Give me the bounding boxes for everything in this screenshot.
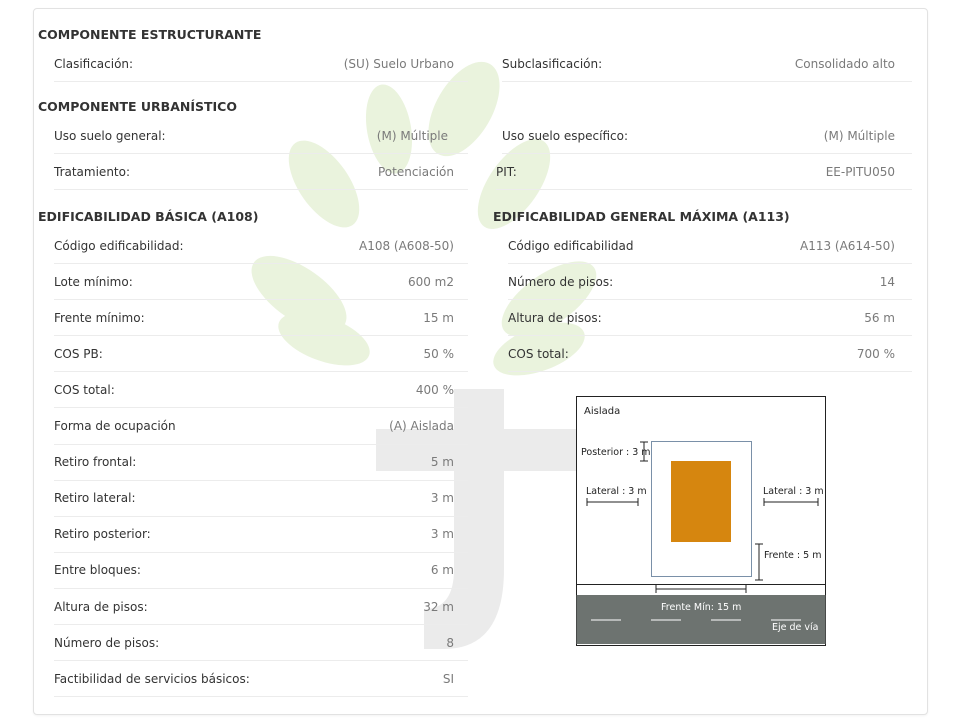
basica-row: Factibilidad de servicios básicos: SI <box>54 661 468 698</box>
basica-row: Lote mínimo: 600 m2 <box>54 264 468 301</box>
row-tratamiento: Tratamiento: Potenciación <box>54 154 468 190</box>
basica-row: COS total: 400 % <box>54 372 468 409</box>
section-title-edificabilidad-basica: EDIFICABILIDAD BÁSICA (A108) <box>38 209 259 224</box>
setback-diagram: Aislada Posterior : 3 m Lateral : 3 m La… <box>576 396 826 646</box>
row-value: 700 % <box>856 346 895 361</box>
row-value: 400 % <box>415 382 454 397</box>
row-value: (M) Múltiple <box>376 128 448 143</box>
basica-row: Retiro lateral: 3 m <box>54 481 468 517</box>
basica-row: Frente mínimo: 15 m <box>54 300 468 337</box>
row-value: 3 m <box>430 527 454 542</box>
row-label: PIT: <box>496 164 517 179</box>
row-label: Uso suelo específico: <box>502 128 629 143</box>
frente-label: Frente : 5 m <box>764 550 821 561</box>
basica-row: COS PB: 50 % <box>54 336 468 373</box>
row-label: COS total: <box>508 346 569 361</box>
diagram-title: Aislada <box>584 406 620 417</box>
basica-row: Código edificabilidad: A108 (A608-50) <box>54 228 468 264</box>
row-label: Entre bloques: <box>54 563 141 578</box>
maxima-row: Número de pisos: 14 <box>508 264 912 301</box>
row-uso-suelo-especifico: Uso suelo específico: (M) Múltiple <box>502 118 912 154</box>
lot-outline <box>651 441 752 577</box>
row-subclasificacion: Subclasificación: Consolidado alto <box>502 46 912 82</box>
row-pit: PIT: EE-PITU050 <box>496 154 912 190</box>
row-value: SI <box>442 671 454 686</box>
row-label: Clasificación: <box>54 56 134 71</box>
section-title-componente-estructurante: COMPONENTE ESTRUCTURANTE <box>38 27 262 42</box>
row-label: Subclasificación: <box>502 56 603 71</box>
row-value: 8 <box>446 635 454 650</box>
row-value: A113 (A614-50) <box>799 238 895 253</box>
row-label: Frente mínimo: <box>54 310 145 325</box>
row-value: 600 m2 <box>407 274 454 289</box>
row-clasificacion: Clasificación: (SU) Suelo Urbano <box>54 46 468 82</box>
frente-min-label: Frente Mín: 15 m <box>661 602 741 613</box>
row-label: Número de pisos: <box>508 274 614 289</box>
row-label: Número de pisos: <box>54 635 160 650</box>
row-label: COS PB: <box>54 346 103 361</box>
row-label: Uso suelo general: <box>54 128 166 143</box>
row-value: 56 m <box>864 310 895 325</box>
row-value: 15 m <box>423 310 454 325</box>
basica-row: Retiro frontal: 5 m <box>54 445 468 481</box>
row-value: 14 <box>879 274 895 289</box>
row-label: Forma de ocupación <box>54 419 176 433</box>
row-label: COS total: <box>54 382 115 397</box>
row-label: Altura de pisos: <box>508 310 602 325</box>
row-label: Código edificabilidad: <box>54 238 184 253</box>
row-value: A108 (A608-50) <box>358 238 454 253</box>
row-value: 3 m <box>430 491 454 506</box>
zoning-info-card: COMPONENTE ESTRUCTURANTE Clasificación: … <box>33 8 928 715</box>
basica-row: Entre bloques: 6 m <box>54 553 468 589</box>
building-footprint <box>671 461 731 542</box>
row-label: Tratamiento: <box>54 164 131 179</box>
row-value: 50 % <box>423 346 455 361</box>
basica-row: Retiro posterior: 3 m <box>54 517 468 553</box>
row-label: Retiro lateral: <box>54 491 136 506</box>
row-uso-suelo-general: Uso suelo general: (M) Múltiple <box>54 118 468 154</box>
eje-via-label: Eje de vía <box>772 622 818 633</box>
row-value: Potenciación <box>377 164 454 179</box>
row-label: Código edificabilidad <box>508 238 634 253</box>
row-value: 6 m <box>430 563 454 578</box>
row-label: Factibilidad de servicios básicos: <box>54 671 250 686</box>
posterior-label: Posterior : 3 m <box>581 447 651 458</box>
maxima-row: COS total: 700 % <box>508 336 912 373</box>
row-label: Lote mínimo: <box>54 274 133 289</box>
row-label: Retiro frontal: <box>54 455 137 470</box>
lateral-left-label: Lateral : 3 m <box>586 486 647 497</box>
basica-row: Número de pisos: 8 <box>54 625 468 662</box>
lateral-right-label: Lateral : 3 m <box>763 486 824 497</box>
row-value: EE-PITU050 <box>825 164 895 179</box>
row-value: 32 m <box>423 599 454 614</box>
section-title-edificabilidad-maxima: EDIFICABILIDAD GENERAL MÁXIMA (A113) <box>493 209 790 224</box>
row-value: Consolidado alto <box>794 56 895 71</box>
row-value: (SU) Suelo Urbano <box>343 56 454 71</box>
basica-row: Forma de ocupación (A) Aislada <box>54 409 468 445</box>
row-label: Altura de pisos: <box>54 599 148 614</box>
row-value: (A) Aislada <box>389 419 454 433</box>
basica-row: Altura de pisos: 32 m <box>54 589 468 625</box>
maxima-row: Código edificabilidad A113 (A614-50) <box>508 228 912 264</box>
section-title-componente-urbanistico: COMPONENTE URBANÍSTICO <box>38 99 237 114</box>
maxima-row: Altura de pisos: 56 m <box>508 300 912 337</box>
row-label: Retiro posterior: <box>54 527 151 542</box>
row-value: (M) Múltiple <box>823 128 895 143</box>
row-value: 5 m <box>430 455 454 470</box>
